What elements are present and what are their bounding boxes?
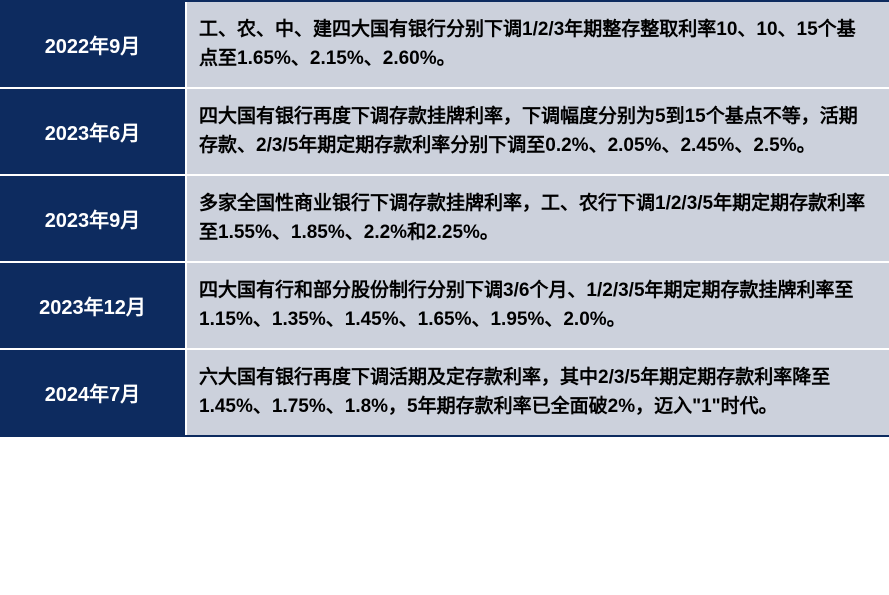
date-cell: 2022年9月 (0, 2, 187, 87)
date-cell: 2023年12月 (0, 263, 187, 348)
description-cell: 工、农、中、建四大国有银行分别下调1/2/3年期整存整取利率10、10、15个基… (187, 2, 889, 87)
description-cell: 四大国有银行再度下调存款挂牌利率，下调幅度分别为5到15个基点不等，活期存款、2… (187, 89, 889, 174)
table-row: 2022年9月 工、农、中、建四大国有银行分别下调1/2/3年期整存整取利率10… (0, 2, 889, 89)
date-cell: 2023年9月 (0, 176, 187, 261)
date-cell: 2023年6月 (0, 89, 187, 174)
table-row: 2023年6月 四大国有银行再度下调存款挂牌利率，下调幅度分别为5到15个基点不… (0, 89, 889, 176)
description-cell: 四大国有行和部分股份制行分别下调3/6个月、1/2/3/5年期定期存款挂牌利率至… (187, 263, 889, 348)
date-cell: 2024年7月 (0, 350, 187, 435)
table-row: 2023年9月 多家全国性商业银行下调存款挂牌利率，工、农行下调1/2/3/5年… (0, 176, 889, 263)
description-cell: 六大国有银行再度下调活期及定存款利率，其中2/3/5年期定期存款利率降至1.45… (187, 350, 889, 435)
description-cell: 多家全国性商业银行下调存款挂牌利率，工、农行下调1/2/3/5年期定期存款利率至… (187, 176, 889, 261)
rate-adjustment-table: 2022年9月 工、农、中、建四大国有银行分别下调1/2/3年期整存整取利率10… (0, 0, 889, 437)
table-row: 2024年7月 六大国有银行再度下调活期及定存款利率，其中2/3/5年期定期存款… (0, 350, 889, 435)
table-row: 2023年12月 四大国有行和部分股份制行分别下调3/6个月、1/2/3/5年期… (0, 263, 889, 350)
